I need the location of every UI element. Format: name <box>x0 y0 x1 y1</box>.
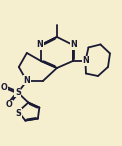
Text: N: N <box>82 57 89 65</box>
Text: O: O <box>5 100 12 109</box>
Text: S: S <box>15 88 21 97</box>
Text: S: S <box>15 109 21 118</box>
Text: O: O <box>0 82 7 92</box>
Text: N: N <box>36 40 43 49</box>
Text: N: N <box>23 75 30 85</box>
Text: N: N <box>71 40 77 49</box>
